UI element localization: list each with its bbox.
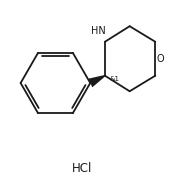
Text: HCl: HCl [72, 162, 92, 175]
Text: O: O [157, 54, 165, 64]
Text: &1: &1 [110, 76, 119, 82]
Text: HN: HN [91, 26, 106, 36]
Polygon shape [88, 75, 105, 87]
